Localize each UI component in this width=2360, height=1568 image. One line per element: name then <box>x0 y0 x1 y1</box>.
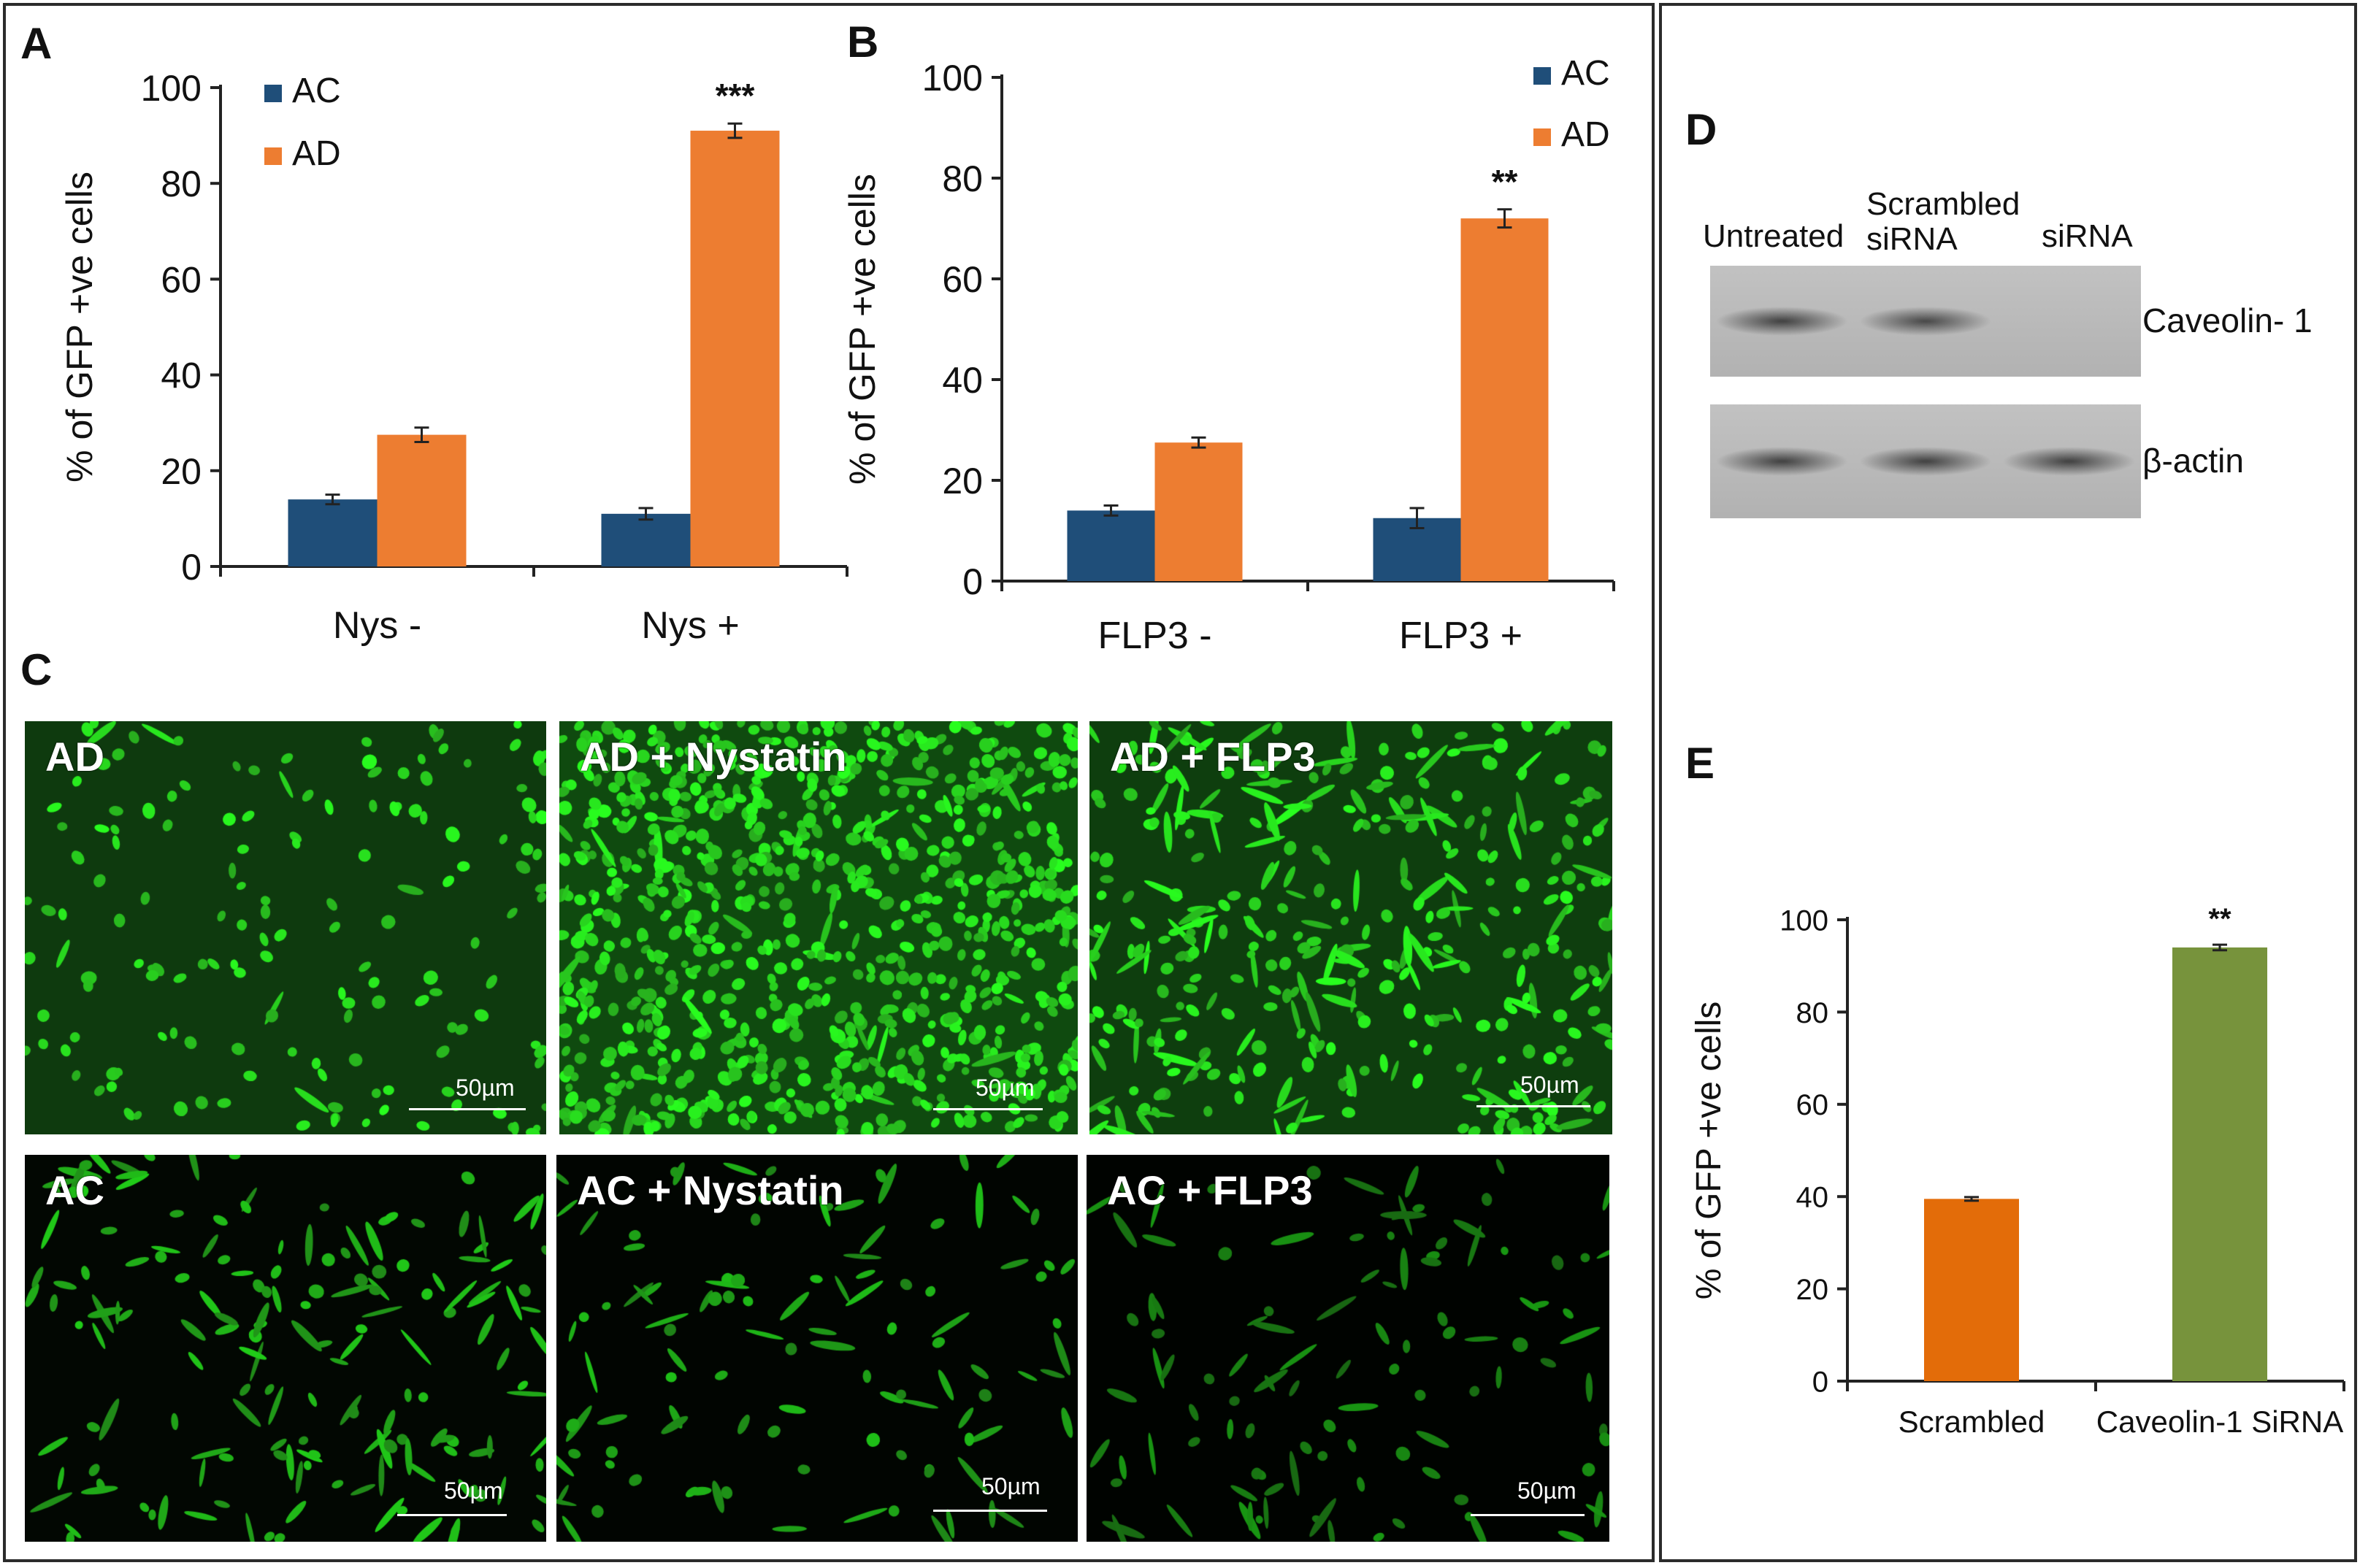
y-tick-label: 40 <box>1796 1182 1829 1214</box>
micrograph-label: AC + Nystatin <box>577 1167 844 1213</box>
scale-bar <box>933 1108 1043 1110</box>
scale-bar-label: 50µm <box>1517 1477 1576 1504</box>
scale-bar <box>933 1510 1047 1512</box>
bar <box>1067 510 1155 581</box>
micrograph-ac: AC 50µm <box>25 1155 546 1542</box>
y-tick-label: 60 <box>942 259 983 300</box>
y-tick-label: 40 <box>161 356 202 396</box>
legend-label: AC <box>1561 54 1610 93</box>
bar <box>1154 442 1243 581</box>
legend-swatch <box>1533 128 1551 146</box>
blot-lane-label-untreated: Untreated <box>1703 218 1844 254</box>
y-tick-label: 20 <box>161 451 202 492</box>
y-tick-label: 40 <box>942 360 983 401</box>
y-tick-label: 100 <box>922 58 983 99</box>
scale-bar-label: 50µm <box>1520 1072 1579 1098</box>
y-tick-label: 80 <box>942 158 983 199</box>
y-axis-label: % of GFP +ve cells <box>842 174 883 485</box>
micrograph-ad-flp3: AD + FLP3 50µm <box>1089 721 1612 1134</box>
scale-bar <box>1476 1105 1590 1107</box>
y-tick-label: 60 <box>1796 1089 1829 1121</box>
bar-chart-a: 0 20 40 60 80 100 % of GFP +ve cells Nys - Nys +… <box>59 68 848 647</box>
panel-letter-a: A <box>20 19 53 68</box>
x-category-label: Nys + <box>641 604 739 647</box>
blot-band-label-caveolin: Caveolin- 1 <box>2142 301 2313 339</box>
x-category-label: Nys - <box>333 604 421 647</box>
x-category-label: Scrambled <box>1899 1404 2045 1439</box>
blot-band-beta-actin <box>1710 404 2141 518</box>
scale-bar <box>409 1108 526 1110</box>
legend-swatch <box>1533 67 1551 85</box>
bar <box>1924 1199 2019 1381</box>
panel-letter-b: B <box>847 18 879 66</box>
panel-letter-d: D <box>1685 105 1717 154</box>
blot-lane-label-scrambled: Scrambled siRNA <box>1866 186 2020 258</box>
y-axis-label: % of GFP +ve cells <box>59 172 100 483</box>
legend-label: AD <box>1561 115 1610 154</box>
y-tick-label: 100 <box>141 68 202 109</box>
micrograph-label: AD + Nystatin <box>580 734 847 780</box>
blot-lane-label-sirna: siRNA <box>2042 218 2133 254</box>
x-category-label: Caveolin-1 SiRNA <box>2096 1404 2343 1439</box>
legend-label: AC <box>292 72 341 110</box>
scale-bar-label: 50µm <box>456 1075 515 1101</box>
scale-bar-label: 50µm <box>981 1473 1041 1499</box>
significance-marker: ** <box>1492 163 1518 201</box>
y-tick-label: 60 <box>161 259 202 300</box>
micrograph-ac-nystatin: AC + Nystatin 50µm <box>556 1155 1078 1542</box>
micrograph-label: AC + FLP3 <box>1107 1167 1313 1213</box>
bar <box>1460 218 1549 581</box>
y-axis-label: % of GFP +ve cells <box>1690 1002 1728 1300</box>
y-tick-label: 0 <box>1812 1366 1828 1398</box>
x-category-label: FLP3 - <box>1097 615 1211 657</box>
y-tick-label: 0 <box>181 547 202 588</box>
x-category-label: FLP3 + <box>1399 615 1522 657</box>
y-tick-label: 0 <box>962 561 983 602</box>
scale-bar-label: 50µm <box>976 1075 1035 1101</box>
scale-bar-label: 50µm <box>444 1477 503 1504</box>
significance-marker: *** <box>716 77 755 115</box>
bar <box>377 434 467 566</box>
bar <box>288 499 378 566</box>
blot-band-caveolin <box>1710 266 2141 377</box>
y-tick-label: 100 <box>1779 904 1828 937</box>
y-tick-label: 80 <box>161 164 202 204</box>
micrograph-label: AC <box>45 1167 104 1213</box>
bar <box>2172 947 2267 1381</box>
significance-marker: ** <box>2208 903 2231 935</box>
y-tick-label: 20 <box>942 461 983 501</box>
legend-swatch <box>264 147 282 165</box>
bar-chart-e: 0 20 40 60 80 100 % of GFP +ve cells Scrambled C… <box>1690 903 2345 1439</box>
blot-band-label-beta-actin: β-actin <box>2142 442 2244 480</box>
bar <box>690 131 780 567</box>
legend-label: AD <box>292 134 341 173</box>
bar-chart-b: 0 20 40 60 80 100 % of GFP +ve cells FLP3 - FLP3… <box>842 54 1615 657</box>
scale-bar <box>1471 1514 1585 1516</box>
panel-letter-c: C <box>20 645 53 694</box>
legend-swatch <box>264 85 282 102</box>
micrograph-label: AD <box>45 734 104 780</box>
left-figure-frame <box>3 3 1655 1562</box>
y-tick-label: 20 <box>1796 1274 1829 1306</box>
micrograph-label: AD + FLP3 <box>1110 734 1316 780</box>
micrograph-ad-nystatin: AD + Nystatin 50µm <box>559 721 1078 1134</box>
y-tick-label: 80 <box>1796 997 1829 1029</box>
micrograph-ad: AD 50µm <box>25 721 546 1134</box>
right-figure-frame <box>1659 3 2357 1562</box>
micrograph-ac-flp3: AC + FLP3 50µm <box>1087 1155 1609 1542</box>
scale-bar <box>397 1514 507 1516</box>
bar <box>601 513 691 566</box>
panel-letter-e: E <box>1685 739 1715 788</box>
